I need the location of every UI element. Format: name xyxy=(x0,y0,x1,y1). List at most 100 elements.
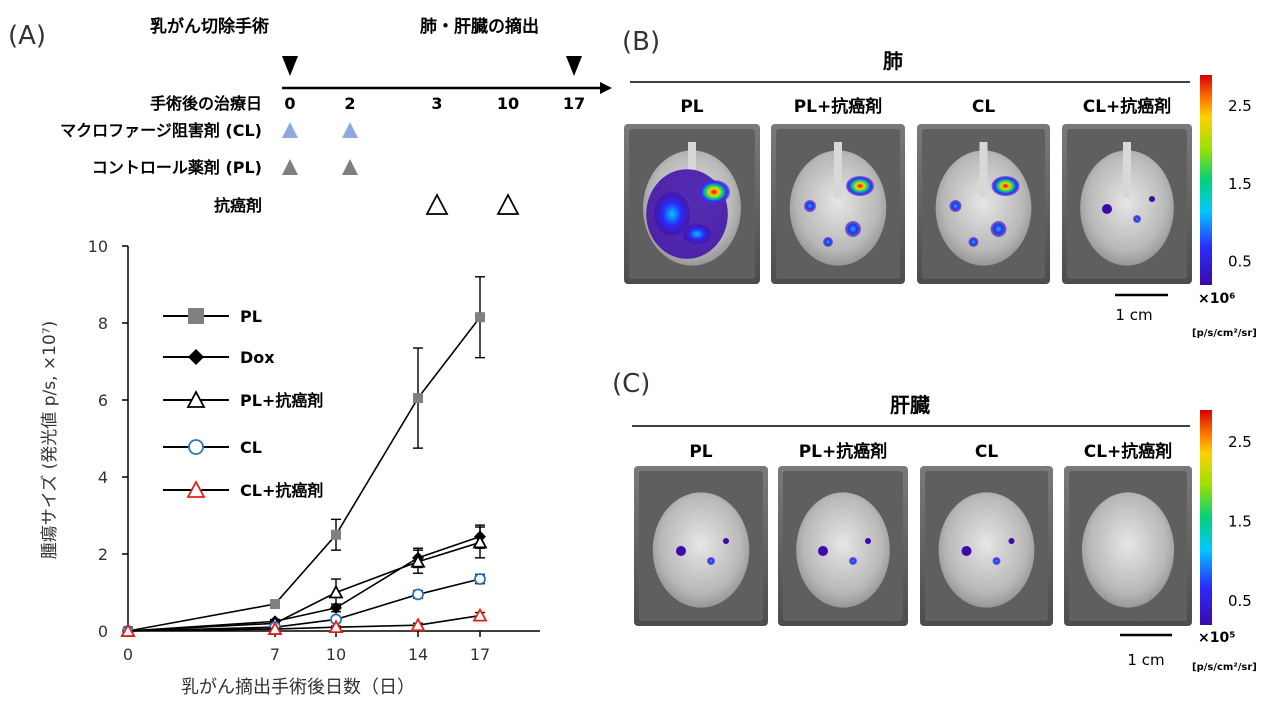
timeline-row-label: コントロール薬剤 (PL) xyxy=(92,158,262,177)
signal-spot xyxy=(846,176,874,196)
lung-colorbar xyxy=(1200,75,1212,285)
timeline-marker xyxy=(282,122,298,138)
legend: PL Dox PL+抗癌剤 CL CL+抗癌剤 xyxy=(163,307,323,500)
liver-tile: PL+抗癌剤 xyxy=(778,441,908,626)
liver-colorbar xyxy=(1200,410,1212,625)
x-ticks: 0 7 10 14 17 xyxy=(123,631,490,664)
series-line xyxy=(127,316,481,632)
legend-marker xyxy=(186,480,206,498)
y-axis-label: 腫瘍サイズ (発光値 p/s, ×10⁷) xyxy=(40,321,60,559)
signal-spot xyxy=(961,546,972,556)
legend-item: PL xyxy=(163,307,262,326)
signal-spot xyxy=(968,237,979,247)
lung-title: 肺 xyxy=(883,49,903,73)
line-chart: 0 2 4 6 8 10 0 7 10 14 17 腫瘍サイズ (発光値 p/s, ×10⁷) 乳… xyxy=(40,237,540,698)
signal-spot xyxy=(845,221,861,237)
legend-label: PL+抗癌剤 xyxy=(240,391,323,410)
liver-colorbar-tick: 2.5 xyxy=(1228,433,1252,451)
signal-spot xyxy=(849,557,857,565)
timeline-day-label: 17 xyxy=(563,94,585,113)
trachea xyxy=(834,142,842,198)
timeline-marker xyxy=(496,193,520,215)
series-Dox xyxy=(122,524,486,637)
lung-tile: CL+抗癌剤 xyxy=(1062,96,1192,284)
timeline-day-label: 0 xyxy=(284,94,295,113)
signal-spot xyxy=(676,546,686,556)
series-CL xyxy=(122,573,486,637)
liver-colorbar-tick: 0.5 xyxy=(1228,592,1252,610)
organ-tissue xyxy=(796,492,890,608)
timeline-day-label: 3 xyxy=(431,94,442,113)
legend-label: CL xyxy=(240,438,262,457)
timeline-days: 0 2 3 10 17 xyxy=(284,94,585,113)
signal-spot xyxy=(991,176,1020,196)
signal-spot xyxy=(723,538,729,544)
signal-spot xyxy=(1133,215,1141,223)
legend-item: CL+抗癌剤 xyxy=(163,480,323,500)
timeline-row-label: マクロファージ阻害剤 (CL) xyxy=(60,121,262,140)
lung-tile: PL xyxy=(624,97,760,284)
data-point xyxy=(330,601,342,614)
data-point xyxy=(410,553,426,568)
organ-tissue xyxy=(1080,150,1174,266)
lung-images: PL PL+抗癌剤 CL CL+抗癌剤 xyxy=(624,96,1192,284)
legend-item: PL+抗癌剤 xyxy=(163,390,323,410)
liver-group-label: CL+抗癌剤 xyxy=(1084,441,1173,462)
liver-unit-sub: [p/s/cm²/sr] xyxy=(1192,662,1257,673)
lung-group-label: PL+抗癌剤 xyxy=(794,96,883,117)
legend-marker xyxy=(186,390,206,408)
harvest-arrowhead xyxy=(566,56,582,76)
data-point xyxy=(474,573,486,585)
harvest-label: 肺・肝臓の摘出 xyxy=(420,16,539,37)
timeline-row-label: 手術後の治療日 xyxy=(150,94,262,113)
liver-tile: PL xyxy=(634,442,768,626)
x-tick-label: 0 xyxy=(123,645,133,664)
organ-tissue xyxy=(652,492,750,608)
y-tick-label: 8 xyxy=(98,314,108,333)
signal-spot xyxy=(1008,538,1015,544)
liver-unit: ×10⁵ xyxy=(1198,630,1235,646)
series-PL xyxy=(123,276,485,636)
liver-colorbar-ticks: 2.5 1.5 0.5 xyxy=(1228,433,1252,610)
legend-marker xyxy=(188,349,204,365)
lung-group-label: CL+抗癌剤 xyxy=(1083,96,1172,117)
data-point xyxy=(472,607,488,622)
series-line xyxy=(127,535,481,632)
signal-spot xyxy=(990,221,1007,237)
timeline-marker xyxy=(282,159,298,175)
data-point xyxy=(328,619,344,634)
timeline-marker xyxy=(425,193,449,215)
legend-marker xyxy=(188,439,204,455)
y-tick-label: 2 xyxy=(98,545,108,564)
series-PL+抗癌剤 xyxy=(120,526,488,637)
y-tick-label: 6 xyxy=(98,391,108,410)
lung-unit: ×10⁶ xyxy=(1198,291,1235,307)
y-ticks: 0 2 4 6 8 10 xyxy=(88,237,128,641)
x-tick-label: 7 xyxy=(270,645,280,664)
legend-label: PL xyxy=(240,307,262,326)
lung-colorbar-tick: 1.5 xyxy=(1228,175,1252,193)
surgery-arrowhead xyxy=(282,56,298,76)
lung-tile: PL+抗癌剤 xyxy=(771,96,905,284)
signal-spot xyxy=(804,200,816,212)
data-point xyxy=(472,534,488,549)
surgery-label: 乳がん切除手術 xyxy=(150,16,269,37)
liver-tile: CL xyxy=(920,442,1053,626)
x-tick-label: 17 xyxy=(470,645,490,664)
liver-tile: CL+抗癌剤 xyxy=(1064,441,1192,626)
liver-images: PL PL+抗癌剤 CL CL+抗癌剤 xyxy=(634,441,1192,626)
timeline-markers xyxy=(282,122,520,215)
signal-spot xyxy=(865,538,871,544)
liver-group-label: PL xyxy=(689,442,712,462)
data-point xyxy=(412,588,424,601)
signal-spot xyxy=(1149,196,1155,202)
signal-spot xyxy=(698,180,730,204)
data-point xyxy=(267,621,283,635)
y-tick-label: 4 xyxy=(98,468,108,487)
series-line xyxy=(127,541,481,632)
signal-spot xyxy=(818,546,828,556)
legend-item: CL xyxy=(163,438,262,457)
lung-unit-sub: [p/s/cm²/sr] xyxy=(1192,328,1257,339)
